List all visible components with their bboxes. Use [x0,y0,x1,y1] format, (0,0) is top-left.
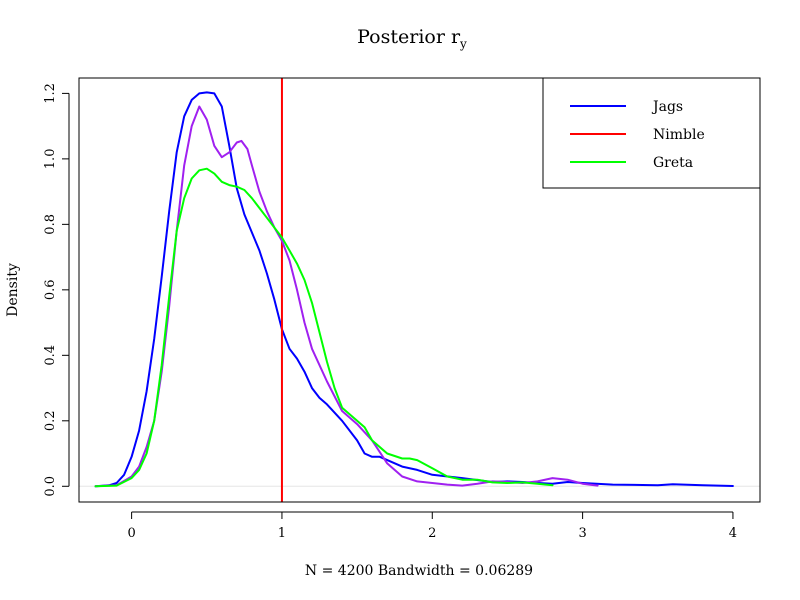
y-tick-label: 1.2 [43,83,58,104]
x-axis-label: N = 4200 Bandwidth = 0.06289 [305,563,533,579]
x-tick-label: 1 [278,526,286,541]
legend-box [542,77,761,189]
y-tick-label: 1.0 [43,149,58,170]
y-tick-label: 0.8 [43,214,58,235]
series-series-2-curve [94,105,599,488]
chart-title-subscript: y [459,37,467,51]
plot-area [79,78,760,502]
y-tick-label: 0.6 [43,279,58,300]
x-tick-label: 2 [428,526,436,541]
legend-label-nimble: Nimble [653,127,705,143]
x-tick-label: 0 [127,526,135,541]
plot-frame [78,77,761,503]
y-tick-label: 0.2 [43,410,58,431]
y-tick-label: 0.0 [43,476,58,497]
x-tick-label: 4 [729,526,737,541]
axes: 0 1 2 3 4 0.0 0.2 0.4 0.6 0.8 1.0 1.2 [43,77,761,541]
legend: Jags Nimble Greta [542,77,761,189]
x-tick-label: 3 [578,526,586,541]
chart-title-main: Posterior r [357,26,461,48]
legend-label-jags: Jags [651,99,683,115]
legend-label-greta: Greta [653,155,693,171]
y-axis-label: Density [5,263,21,317]
chart-title: Posterior ry [357,26,467,51]
y-tick-label: 0.4 [43,345,58,366]
series-greta-curve [94,167,554,488]
